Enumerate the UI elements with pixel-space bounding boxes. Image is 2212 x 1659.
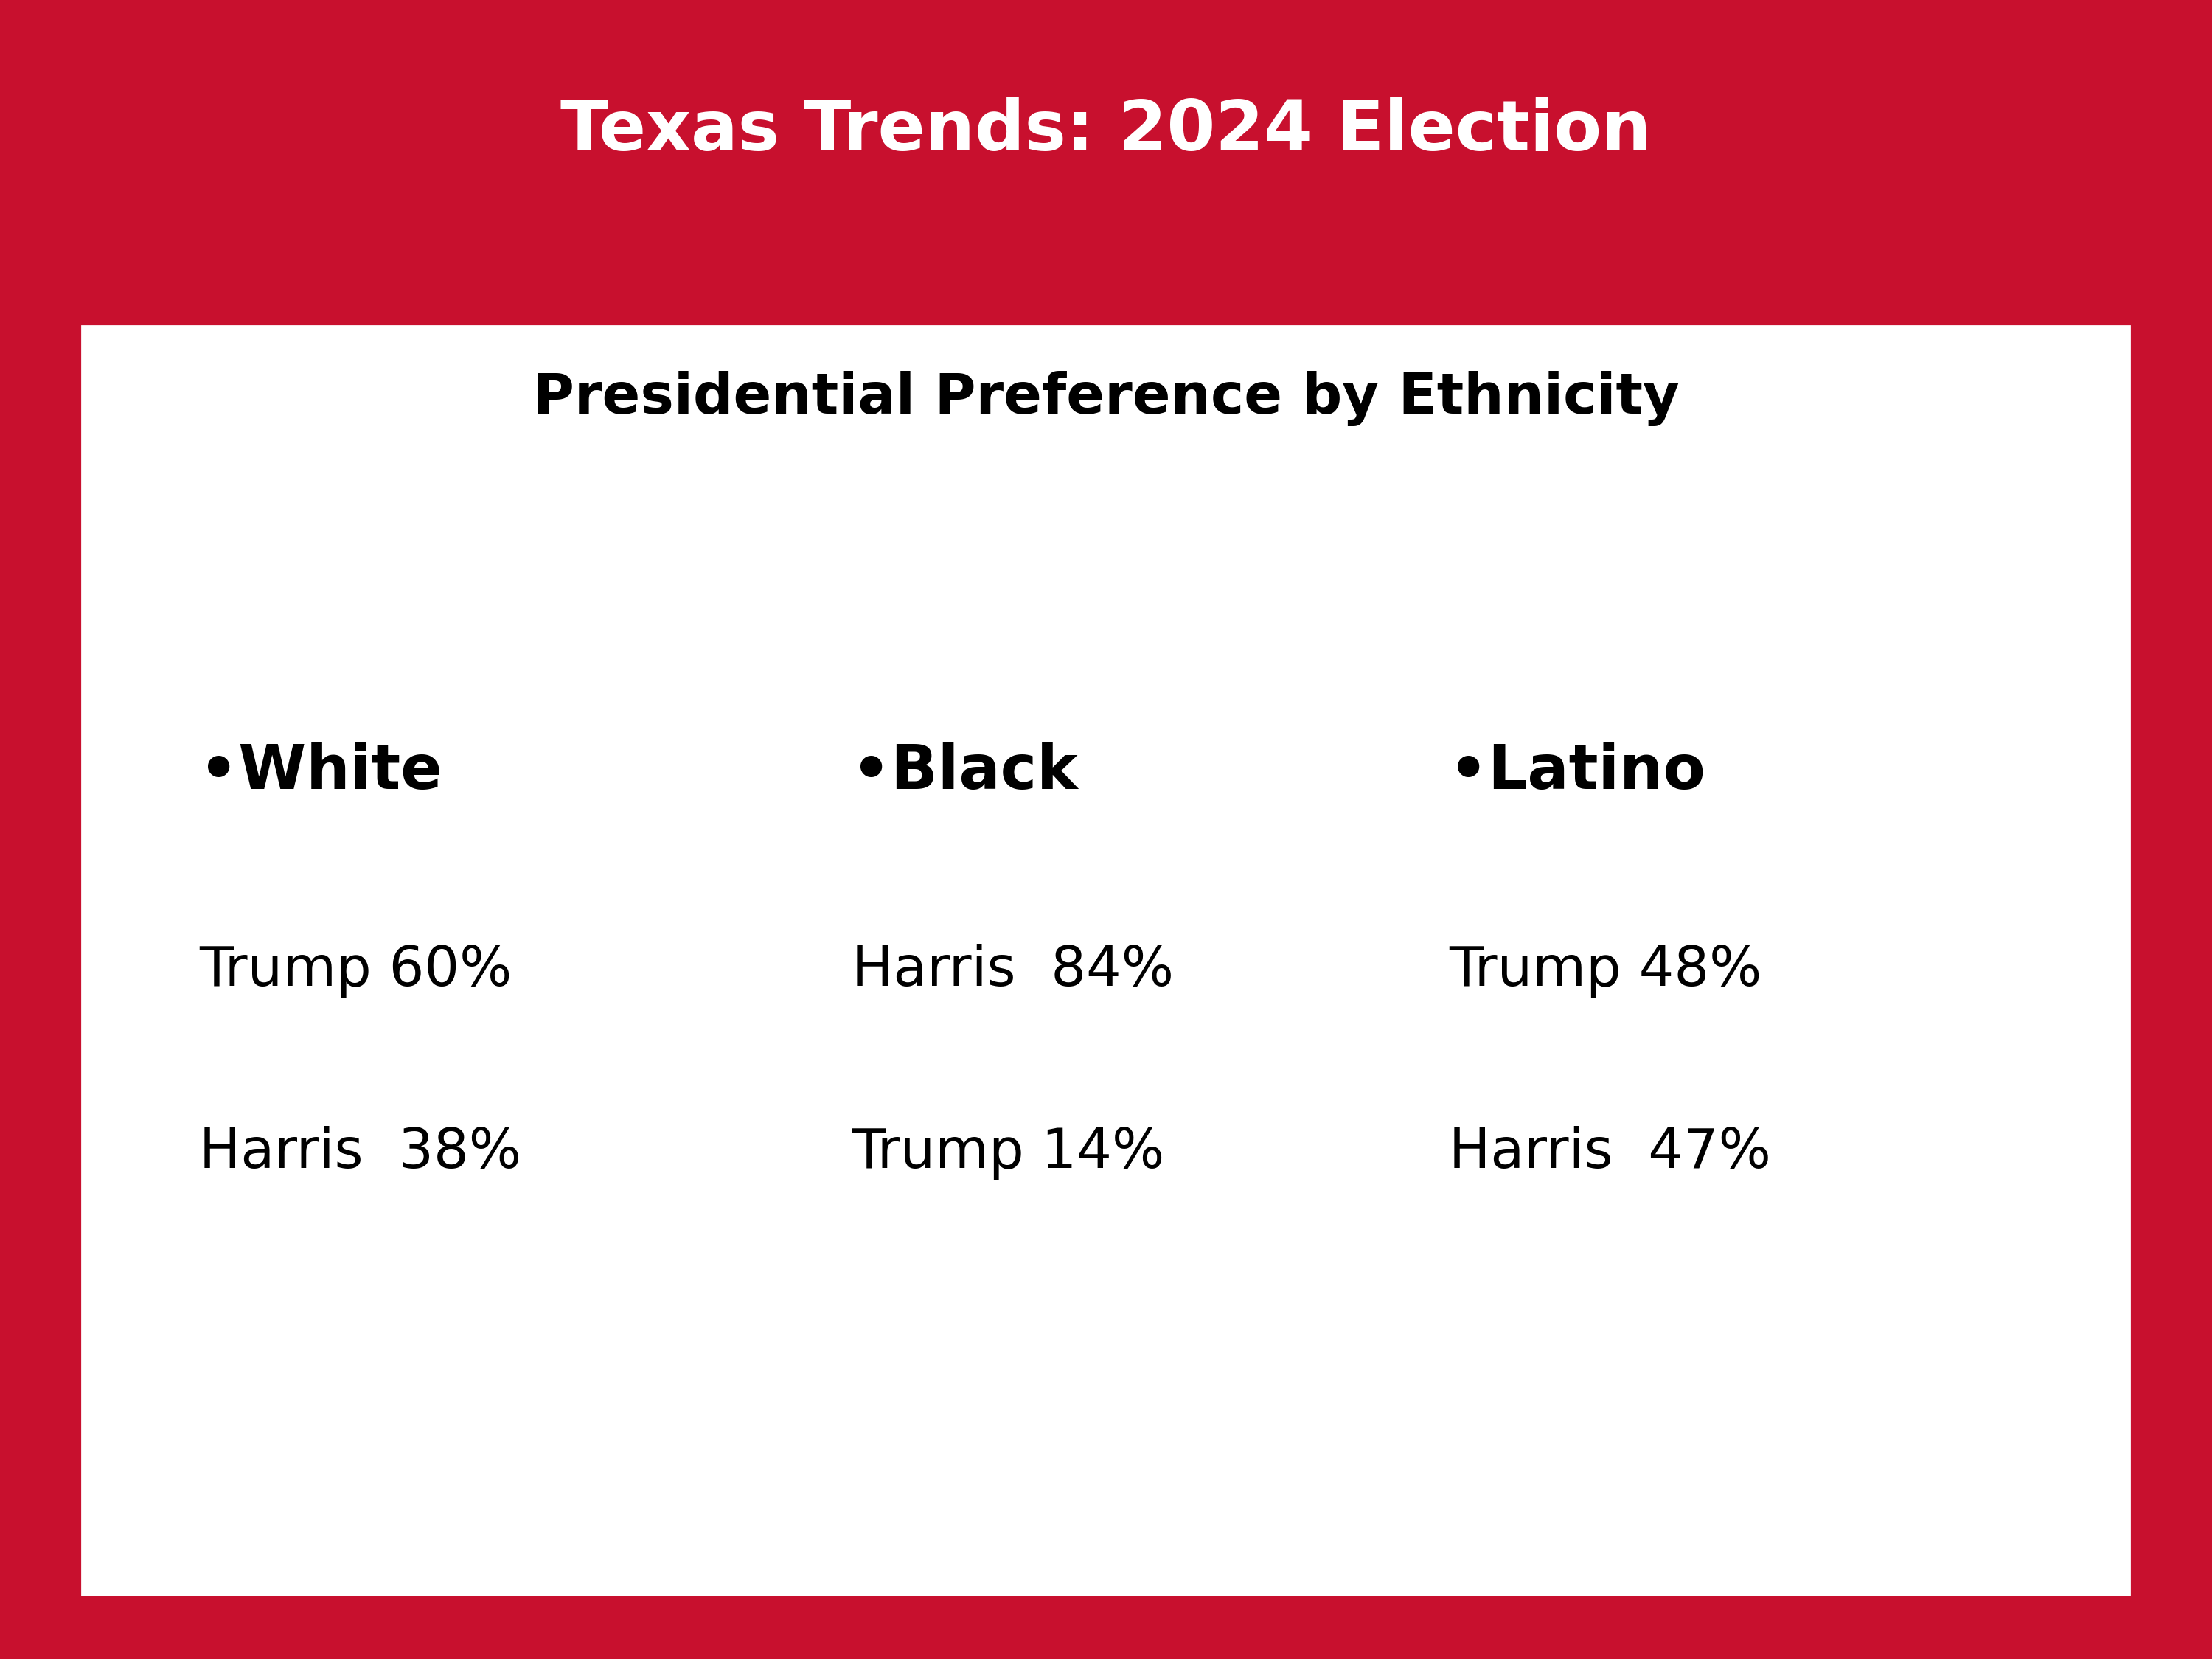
Text: •Black: •Black: [852, 742, 1077, 801]
Text: Harris  38%: Harris 38%: [199, 1126, 522, 1180]
FancyBboxPatch shape: [73, 317, 2139, 1604]
Text: •Latino: •Latino: [1449, 742, 1705, 801]
Text: Trump 60%: Trump 60%: [199, 944, 511, 997]
Text: Harris  47%: Harris 47%: [1449, 1126, 1772, 1180]
Text: •White: •White: [199, 742, 442, 801]
Text: Texas Trends: 2024 Election: Texas Trends: 2024 Election: [560, 98, 1652, 164]
Text: Presidential Preference by Ethnicity: Presidential Preference by Ethnicity: [533, 370, 1679, 426]
Text: Trump 48%: Trump 48%: [1449, 944, 1761, 997]
Text: Trump 14%: Trump 14%: [852, 1126, 1164, 1180]
Text: Harris  84%: Harris 84%: [852, 944, 1175, 997]
